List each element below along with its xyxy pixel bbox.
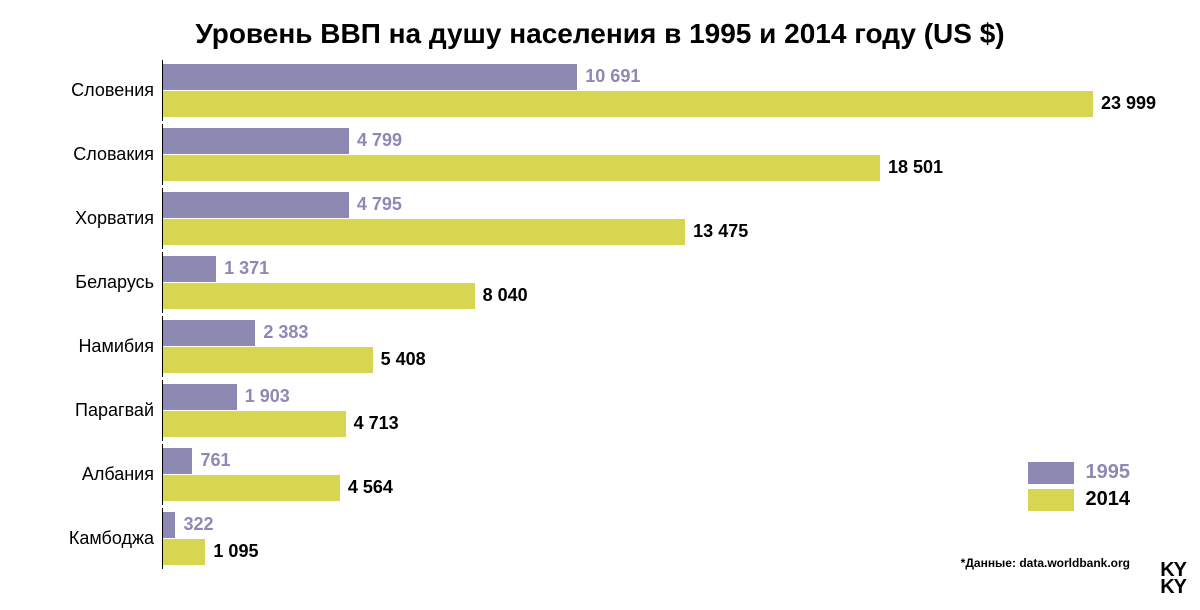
- bar-rect: [163, 475, 340, 501]
- bar-rect: [163, 539, 205, 565]
- bar-value-label: 8 040: [475, 285, 528, 306]
- legend-label: 2014: [1086, 488, 1131, 511]
- bar-rect: [163, 320, 255, 346]
- bar-rect: [163, 256, 216, 282]
- chart-row: Словакия 4 799 18 501: [50, 122, 1140, 186]
- bar-value-label: 5 408: [373, 349, 426, 370]
- bar-s2014: 23 999: [163, 91, 1156, 117]
- source-note: *Данные: data.worldbank.org: [961, 556, 1130, 570]
- legend: 1995 2014: [1028, 457, 1131, 515]
- bar-value-label: 23 999: [1093, 93, 1156, 114]
- bar-s1995: 4 795: [163, 192, 1140, 218]
- legend-item: 1995: [1028, 461, 1131, 484]
- chart-row: Беларусь 1 371 8 040: [50, 250, 1140, 314]
- bar-s1995: 322: [163, 512, 1140, 538]
- bar-s1995: 761: [163, 448, 1140, 474]
- category-label: Словакия: [50, 144, 162, 165]
- bars-group: 10 691 23 999: [162, 60, 1156, 121]
- bar-value-label: 2 383: [255, 322, 308, 343]
- bar-rect: [163, 128, 349, 154]
- bars-group: 1 903 4 713: [162, 380, 1140, 441]
- site-logo: KY KY: [1160, 562, 1186, 596]
- bar-s2014: 5 408: [163, 347, 1140, 373]
- bars-group: 761 4 564: [162, 444, 1140, 505]
- bar-value-label: 1 095: [205, 541, 258, 562]
- bar-s2014: 4 713: [163, 411, 1140, 437]
- bar-rect: [163, 219, 685, 245]
- logo-line-2: KY: [1160, 579, 1186, 596]
- bar-rect: [163, 347, 373, 373]
- bar-value-label: 4 564: [340, 477, 393, 498]
- category-label: Хорватия: [50, 208, 162, 229]
- bar-value-label: 4 713: [346, 413, 399, 434]
- bar-rect: [163, 155, 880, 181]
- bar-s1995: 10 691: [163, 64, 1156, 90]
- bar-s2014: 18 501: [163, 155, 1140, 181]
- legend-swatch: [1028, 489, 1074, 511]
- chart-row: Хорватия 4 795 13 475: [50, 186, 1140, 250]
- category-label: Албания: [50, 464, 162, 485]
- chart-row: Словения10 69123 999: [50, 58, 1140, 122]
- chart-title: Уровень ВВП на душу населения в 1995 и 2…: [0, 0, 1200, 58]
- bar-rect: [163, 512, 175, 538]
- bar-s2014: 4 564: [163, 475, 1140, 501]
- bar-s1995: 1 371: [163, 256, 1140, 282]
- bar-rect: [163, 283, 475, 309]
- legend-swatch: [1028, 462, 1074, 484]
- bar-rect: [163, 448, 192, 474]
- bar-rect: [163, 64, 577, 90]
- bar-s2014: 8 040: [163, 283, 1140, 309]
- category-label: Камбоджа: [50, 528, 162, 549]
- bar-value-label: 18 501: [880, 157, 943, 178]
- bar-s1995: 4 799: [163, 128, 1140, 154]
- bar-value-label: 10 691: [577, 66, 640, 87]
- legend-item: 2014: [1028, 488, 1131, 511]
- bar-value-label: 4 799: [349, 130, 402, 151]
- category-label: Словения: [50, 80, 162, 101]
- category-label: Беларусь: [50, 272, 162, 293]
- chart-row: Парагвай 1 903 4 713: [50, 378, 1140, 442]
- chart-row: Албания 761 4 564: [50, 442, 1140, 506]
- bar-value-label: 1 371: [216, 258, 269, 279]
- bar-value-label: 1 903: [237, 386, 290, 407]
- legend-label: 1995: [1086, 461, 1131, 484]
- chart-row: Намибия 2 383 5 408: [50, 314, 1140, 378]
- bar-rect: [163, 411, 346, 437]
- bar-rect: [163, 192, 349, 218]
- bar-value-label: 761: [192, 450, 230, 471]
- bar-value-label: 13 475: [685, 221, 748, 242]
- bar-s1995: 1 903: [163, 384, 1140, 410]
- category-label: Намибия: [50, 336, 162, 357]
- bars-group: 2 383 5 408: [162, 316, 1140, 377]
- bar-chart: Словения10 69123 999Словакия4 79918 501Х…: [50, 58, 1140, 570]
- bar-value-label: 322: [175, 514, 213, 535]
- bar-s1995: 2 383: [163, 320, 1140, 346]
- bar-rect: [163, 384, 237, 410]
- bar-s2014: 13 475: [163, 219, 1140, 245]
- bar-rect: [163, 91, 1093, 117]
- bars-group: 4 795 13 475: [162, 188, 1140, 249]
- bar-value-label: 4 795: [349, 194, 402, 215]
- category-label: Парагвай: [50, 400, 162, 421]
- bars-group: 1 371 8 040: [162, 252, 1140, 313]
- bars-group: 4 799 18 501: [162, 124, 1140, 185]
